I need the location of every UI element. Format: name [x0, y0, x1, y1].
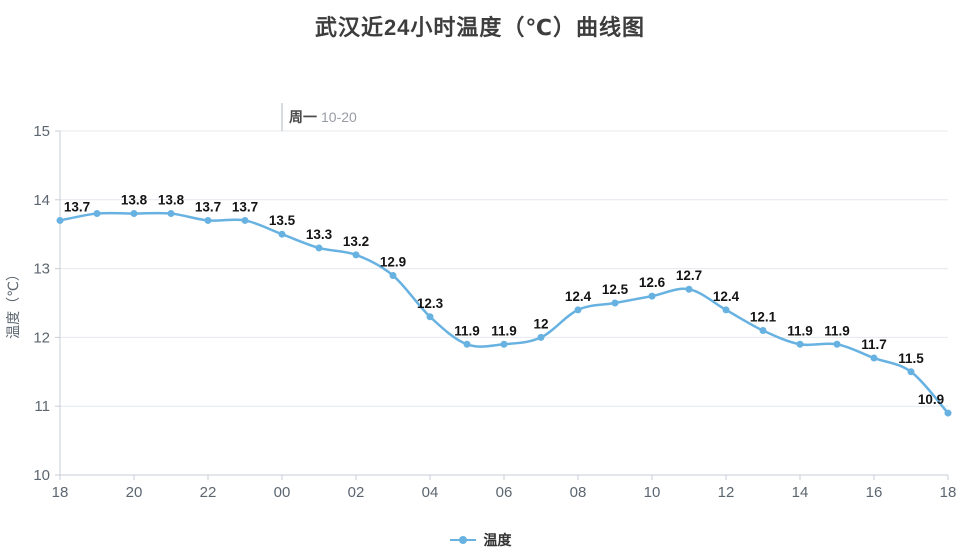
x-tick-label: 18	[52, 484, 69, 501]
x-tick-label: 10	[644, 484, 661, 501]
data-point[interactable]	[315, 244, 323, 252]
data-label: 11.9	[491, 323, 517, 338]
x-tick-label: 14	[792, 484, 809, 501]
data-label: 13.8	[158, 193, 185, 208]
x-tick-label: 08	[570, 484, 587, 501]
markline-weekday: 周一	[289, 109, 317, 125]
data-point[interactable]	[426, 313, 434, 321]
data-label: 12.5	[602, 282, 629, 297]
data-point[interactable]	[167, 210, 175, 218]
data-label: 13.3	[306, 227, 333, 242]
markline-date: 10-20	[321, 109, 357, 125]
data-label: 11.5	[898, 351, 924, 366]
data-point[interactable]	[352, 251, 360, 259]
data-label: 10.9	[918, 392, 944, 407]
x-tick-label: 04	[422, 484, 439, 501]
x-tick-label: 16	[866, 484, 883, 501]
data-label: 13.2	[343, 234, 369, 249]
y-tick-label: 10	[33, 467, 50, 484]
data-label: 11.9	[454, 323, 480, 338]
data-label: 12.3	[417, 296, 444, 311]
data-label: 12.7	[676, 268, 702, 283]
x-tick-label: 02	[348, 484, 365, 501]
x-tick-label: 20	[126, 484, 143, 501]
data-point[interactable]	[759, 327, 767, 335]
data-point[interactable]	[685, 285, 693, 293]
y-tick-label: 14	[33, 192, 50, 209]
data-point[interactable]	[130, 210, 138, 218]
data-point[interactable]	[241, 216, 249, 224]
data-point[interactable]	[722, 306, 730, 314]
data-label: 13.7	[195, 199, 221, 214]
markline-label: 周一 10-20	[289, 107, 357, 127]
y-tick-label: 13	[33, 261, 50, 278]
chart-title: 武汉近24小时温度（℃）曲线图	[314, 15, 646, 40]
data-label: 12.4	[565, 289, 592, 304]
x-tick-label: 12	[718, 484, 735, 501]
data-point[interactable]	[870, 354, 878, 362]
x-tick-label: 22	[200, 484, 217, 501]
data-label: 12	[533, 316, 548, 331]
data-label: 12.9	[380, 254, 406, 269]
y-tick-label: 15	[33, 123, 50, 140]
x-tick-label: 00	[274, 484, 291, 501]
data-point[interactable]	[93, 210, 101, 218]
y-axis-title: 温度（℃）	[5, 267, 21, 339]
data-point[interactable]	[204, 216, 212, 224]
data-label: 12.6	[639, 275, 666, 290]
data-point[interactable]	[944, 409, 952, 417]
data-point[interactable]	[796, 340, 804, 348]
data-label: 13.5	[269, 213, 296, 228]
data-label: 13.7	[64, 199, 90, 214]
data-point[interactable]	[537, 333, 545, 341]
data-point[interactable]	[463, 340, 471, 348]
legend-label: 温度	[483, 532, 512, 548]
data-label: 13.8	[121, 193, 148, 208]
series-line	[58, 211, 950, 415]
legend-line-marker	[449, 536, 476, 544]
y-tick-label: 12	[33, 329, 50, 346]
data-label: 12.4	[713, 289, 740, 304]
data-point[interactable]	[574, 306, 582, 314]
data-label: 11.9	[787, 323, 813, 338]
data-label: 11.9	[824, 323, 850, 338]
data-label: 11.7	[861, 337, 887, 352]
data-point[interactable]	[648, 292, 656, 300]
data-label: 12.1	[750, 310, 777, 325]
data-point[interactable]	[611, 299, 619, 307]
data-point[interactable]	[56, 216, 64, 224]
y-tick-label: 11	[34, 398, 50, 415]
x-tick-label: 06	[496, 484, 513, 501]
legend-item-temperature[interactable]: 温度	[0, 530, 960, 550]
data-point[interactable]	[907, 368, 915, 376]
data-label: 13.7	[232, 199, 258, 214]
x-tick-label: 18	[940, 484, 957, 501]
data-point[interactable]	[833, 340, 841, 348]
data-point[interactable]	[389, 271, 397, 279]
data-point[interactable]	[500, 340, 508, 348]
data-point[interactable]	[278, 230, 286, 238]
